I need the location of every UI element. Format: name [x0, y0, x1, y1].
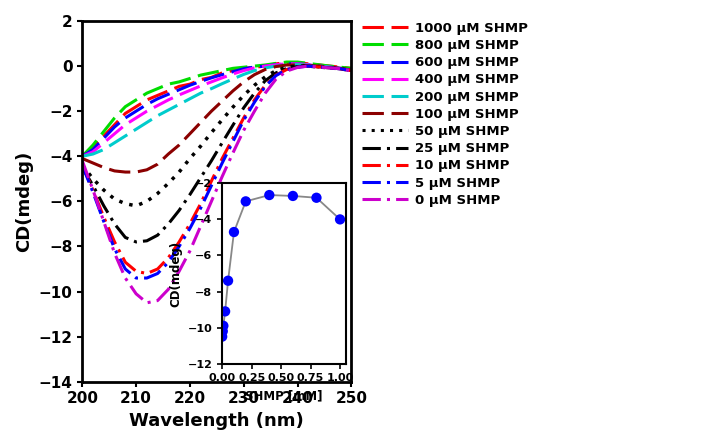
X-axis label: Wavelength (nm): Wavelength (nm) — [129, 412, 304, 430]
Y-axis label: CD(mdeg): CD(mdeg) — [15, 151, 33, 252]
Legend: 1000 μM SHMP, 800 μM SHMP, 600 μM SHMP, 400 μM SHMP, 200 μM SHMP, 100 μM SHMP, 5: 1000 μM SHMP, 800 μM SHMP, 600 μM SHMP, … — [361, 20, 529, 208]
